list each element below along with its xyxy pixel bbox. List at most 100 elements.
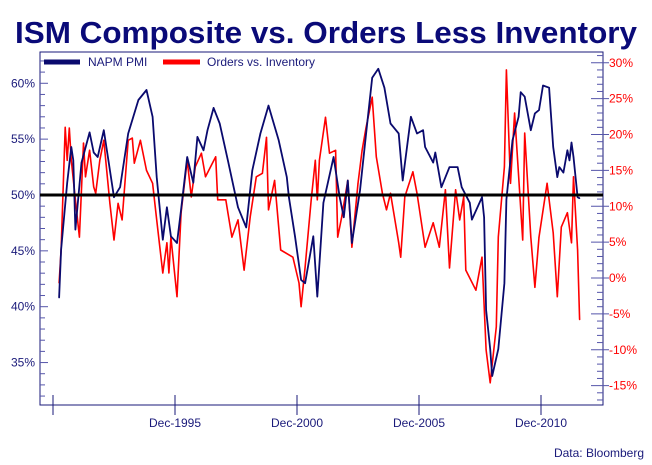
data-point bbox=[156, 176, 158, 178]
data-point bbox=[82, 142, 85, 144]
data-point bbox=[152, 182, 154, 184]
data-point bbox=[312, 235, 314, 237]
data-point bbox=[513, 112, 516, 114]
data-point bbox=[402, 179, 404, 182]
data-point bbox=[162, 239, 164, 241]
data-point bbox=[347, 179, 349, 182]
data-point bbox=[316, 296, 318, 298]
right-tick-label: 5% bbox=[609, 235, 627, 249]
data-point bbox=[556, 296, 558, 298]
right-tick-label: 0% bbox=[609, 271, 627, 285]
data-point bbox=[225, 199, 227, 201]
left-tick-label: 40% bbox=[11, 300, 35, 314]
data-point bbox=[204, 176, 207, 178]
right-tick-label: 30% bbox=[609, 56, 633, 70]
data-point bbox=[534, 112, 536, 115]
data-point bbox=[78, 236, 81, 238]
data-point bbox=[133, 162, 135, 164]
data-point bbox=[343, 216, 345, 218]
data-point bbox=[300, 279, 302, 281]
data-point bbox=[286, 176, 288, 178]
data-point bbox=[448, 267, 451, 269]
data-point bbox=[341, 216, 343, 218]
right-tick-label: 20% bbox=[609, 128, 633, 142]
data-point bbox=[351, 242, 353, 244]
right-tick-label: 15% bbox=[609, 163, 633, 177]
data-point bbox=[274, 179, 276, 182]
data-point bbox=[412, 171, 414, 173]
data-point bbox=[465, 269, 467, 271]
data-point bbox=[70, 146, 72, 148]
data-point bbox=[434, 151, 436, 154]
data-point bbox=[314, 159, 316, 161]
data-point bbox=[568, 159, 571, 161]
data-point bbox=[139, 139, 142, 141]
data-point bbox=[145, 89, 148, 91]
data-point bbox=[278, 139, 280, 141]
data-point bbox=[310, 199, 312, 201]
x-tick-label: Dec-2005 bbox=[393, 416, 445, 430]
data-point bbox=[351, 246, 353, 248]
data-point bbox=[546, 182, 548, 184]
data-point bbox=[365, 132, 367, 135]
legend-label-napm-pmi: NAPM PMI bbox=[88, 55, 147, 69]
data-point bbox=[572, 176, 575, 178]
data-point bbox=[89, 149, 91, 151]
data-point bbox=[68, 127, 70, 129]
data-point bbox=[190, 196, 192, 198]
data-point bbox=[119, 186, 121, 188]
data-point bbox=[562, 172, 564, 174]
data-point bbox=[377, 68, 379, 70]
x-tick-label: Dec-1995 bbox=[149, 416, 201, 430]
right-tick-label: -10% bbox=[609, 343, 637, 357]
data-point bbox=[509, 182, 512, 184]
series-line-orders-vs-inventory bbox=[58, 69, 581, 384]
data-point bbox=[475, 289, 477, 291]
data-point bbox=[485, 349, 487, 351]
data-point bbox=[280, 249, 282, 251]
data-point bbox=[530, 129, 532, 131]
data-point bbox=[361, 149, 363, 151]
data-point bbox=[459, 219, 461, 221]
data-point bbox=[131, 137, 133, 139]
data-point bbox=[357, 182, 359, 184]
data-point bbox=[538, 236, 540, 238]
data-point bbox=[206, 129, 209, 131]
data-point bbox=[371, 96, 373, 98]
data-point bbox=[577, 196, 579, 198]
data-point bbox=[489, 348, 491, 350]
data-point bbox=[398, 242, 400, 244]
data-point bbox=[113, 239, 115, 241]
data-point bbox=[292, 256, 294, 258]
data-point bbox=[560, 226, 562, 228]
data-point bbox=[503, 282, 505, 284]
data-point bbox=[335, 149, 337, 151]
data-point bbox=[570, 141, 573, 144]
data-point bbox=[196, 136, 198, 138]
data-point bbox=[227, 212, 229, 214]
data-point bbox=[566, 149, 569, 151]
data-point bbox=[552, 146, 554, 148]
data-point bbox=[548, 87, 550, 89]
data-point bbox=[300, 306, 302, 308]
data-point bbox=[70, 159, 72, 161]
data-point bbox=[491, 375, 493, 377]
axes: 35% 40% 45% 50% 55% 60% -15% -10% -5% 0% 5% 10% 15% 2… bbox=[11, 55, 637, 430]
data-point bbox=[109, 202, 111, 204]
x-tick-label: Dec-2000 bbox=[271, 416, 323, 430]
data-point bbox=[251, 169, 253, 172]
data-point bbox=[97, 156, 99, 158]
data-point bbox=[166, 206, 168, 208]
data-point bbox=[99, 159, 101, 161]
data-point bbox=[74, 229, 76, 231]
data-point bbox=[534, 286, 536, 288]
legend: NAPM PMI Orders vs. Inventory bbox=[44, 55, 315, 69]
data-point bbox=[249, 216, 251, 218]
data-point bbox=[304, 282, 306, 284]
data-point bbox=[432, 161, 434, 164]
data-point bbox=[200, 152, 203, 154]
data-point bbox=[267, 105, 270, 107]
data-point bbox=[485, 309, 487, 311]
data-point bbox=[556, 176, 558, 178]
data-point bbox=[166, 242, 168, 244]
